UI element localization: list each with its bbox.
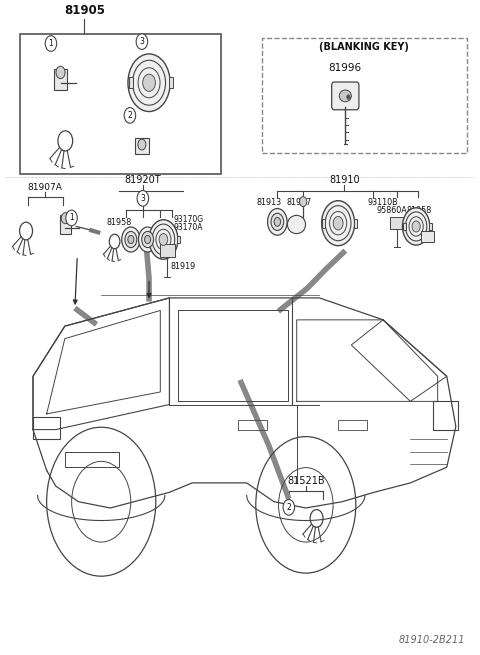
Ellipse shape [339, 90, 351, 102]
Text: 1: 1 [48, 39, 53, 48]
Circle shape [125, 231, 137, 248]
Circle shape [61, 213, 69, 224]
Circle shape [283, 500, 295, 515]
Text: 81919: 81919 [170, 263, 196, 271]
Circle shape [128, 54, 170, 111]
Text: 95860A: 95860A [377, 206, 408, 215]
FancyBboxPatch shape [332, 82, 359, 110]
Text: 81910-2B211: 81910-2B211 [398, 635, 465, 645]
Circle shape [138, 139, 146, 150]
Text: 81996: 81996 [329, 63, 362, 73]
Bar [150, 236, 152, 244]
Bar [20, 34, 221, 174]
Circle shape [137, 191, 149, 206]
Text: 3: 3 [141, 194, 145, 203]
Circle shape [402, 208, 430, 245]
Circle shape [124, 107, 136, 123]
Text: 93170G: 93170G [174, 215, 204, 225]
Circle shape [412, 221, 420, 232]
Circle shape [122, 227, 140, 252]
Circle shape [136, 34, 148, 49]
Circle shape [128, 235, 134, 244]
Text: 81958: 81958 [107, 218, 132, 227]
Bar [390, 217, 404, 229]
Circle shape [333, 216, 343, 230]
Circle shape [149, 220, 178, 259]
Circle shape [300, 196, 307, 206]
Text: 81907A: 81907A [28, 183, 63, 193]
Bar [129, 77, 133, 88]
Text: 81910: 81910 [329, 176, 360, 185]
Text: 2: 2 [287, 503, 291, 512]
Circle shape [66, 210, 77, 226]
Circle shape [45, 36, 57, 51]
Bar [238, 421, 267, 430]
Bar [65, 451, 120, 467]
Bar [60, 215, 71, 234]
Text: 81521B: 81521B [287, 476, 325, 486]
Text: 3: 3 [140, 37, 144, 46]
Bar [135, 138, 149, 154]
Bar [429, 223, 432, 230]
Text: 81905: 81905 [64, 5, 105, 18]
Bar [403, 223, 406, 230]
Circle shape [138, 227, 157, 252]
Circle shape [267, 208, 287, 235]
Circle shape [144, 235, 151, 244]
Bar [262, 39, 468, 153]
Bar [159, 244, 175, 257]
Circle shape [142, 231, 154, 248]
Circle shape [271, 214, 284, 231]
Bar [169, 77, 173, 88]
Circle shape [274, 217, 280, 226]
Bar [354, 219, 357, 228]
Bar [337, 421, 367, 430]
Bar [433, 402, 458, 430]
Bar [177, 236, 180, 244]
Circle shape [322, 200, 355, 246]
Text: 81958: 81958 [407, 206, 432, 215]
Circle shape [159, 234, 168, 246]
Text: 81913: 81913 [256, 198, 281, 208]
Ellipse shape [288, 215, 306, 234]
Text: (BLANKING KEY): (BLANKING KEY) [319, 42, 408, 52]
Circle shape [143, 74, 156, 92]
Bar [54, 69, 67, 90]
Bar [323, 219, 325, 228]
Text: 93110B: 93110B [367, 198, 398, 208]
Bar [421, 231, 434, 242]
Text: 2: 2 [128, 111, 132, 120]
Bar [33, 417, 60, 439]
Text: 1: 1 [69, 214, 74, 223]
Circle shape [56, 66, 65, 79]
Text: 93170A: 93170A [174, 223, 204, 232]
Circle shape [347, 95, 350, 100]
Text: 81920T: 81920T [124, 176, 161, 185]
Text: 81937: 81937 [286, 198, 312, 208]
